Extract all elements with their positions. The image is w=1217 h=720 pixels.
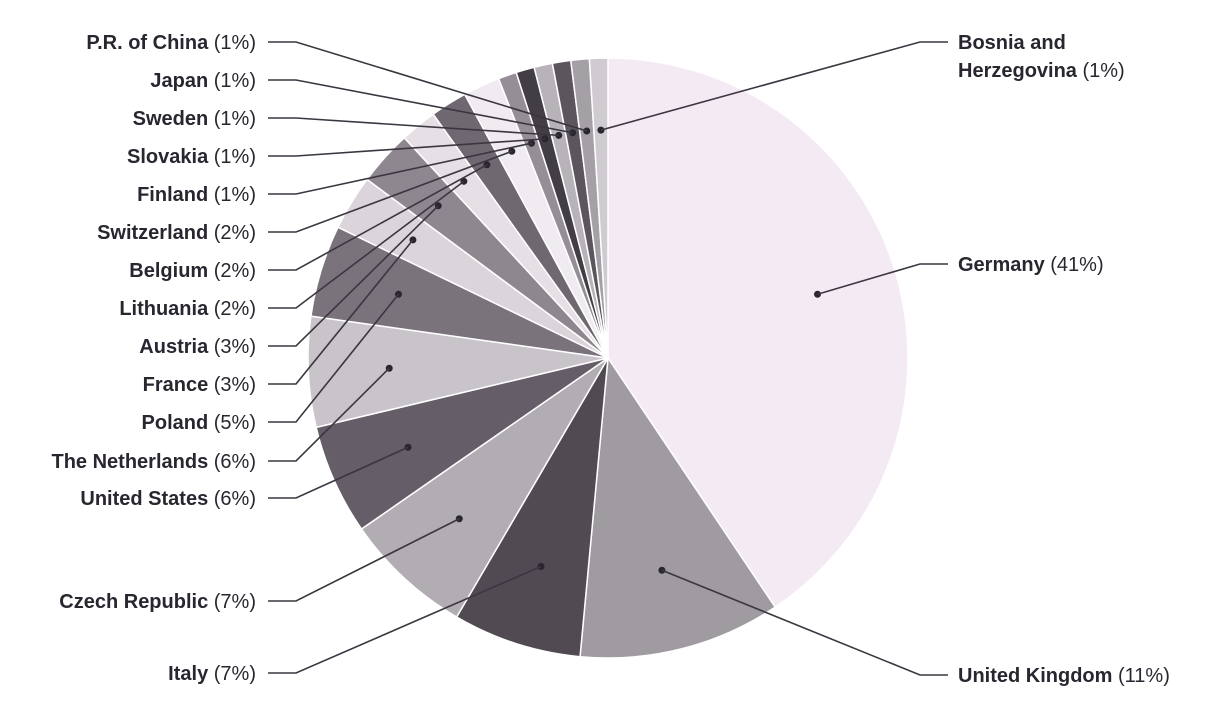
slice-label-bosnia-and-herzegovina: Bosnia and Herzegovina (1%) (958, 32, 1125, 82)
leader-line-france (268, 239, 414, 385)
slice-label-the-netherlands: The Netherlands (6%) (52, 451, 257, 473)
pie-slices (307, 57, 909, 659)
leader-line-switzerland (268, 150, 513, 233)
slice-label-belgium: Belgium (2%) (129, 260, 256, 282)
slice-united-kingdom (579, 355, 777, 659)
slice-label-japan: Japan (1%) (150, 70, 256, 92)
slice-label-slovakia: Slovakia (1%) (127, 146, 256, 168)
slice-label-poland: Poland (5%) (142, 412, 256, 434)
slice-czech-republic (360, 357, 609, 619)
leader-line-germany (817, 263, 948, 295)
leader-line-united-kingdom (661, 569, 948, 676)
leader-line-finland (268, 142, 532, 195)
slice-label-austria: Austria (3%) (139, 336, 256, 358)
leader-line-austria (268, 205, 439, 347)
leader-line-the-netherlands (268, 367, 390, 462)
leader-line-poland (268, 293, 400, 423)
slice-label-p-r-of-china: P.R. of China (1%) (86, 32, 256, 54)
slice-label-czech-republic: Czech Republic (7%) (59, 591, 256, 613)
leader-line-sweden (268, 117, 559, 137)
slice-label-finland: Finland (1%) (137, 184, 256, 206)
leader-dot-switzerland (508, 147, 516, 155)
slice-labels: Germany (41%) United Kingdom (11%) Italy (… (52, 32, 1170, 687)
slice-label-united-kingdom: United Kingdom (11%) (958, 665, 1170, 687)
leader-line-p-r-of-china (268, 41, 587, 132)
slice-label-united-states: United States (6%) (80, 488, 256, 510)
leader-line-lithuania (268, 180, 465, 309)
slice-label-germany: Germany (41%) (958, 254, 1104, 276)
leader-line-slovakia (268, 138, 546, 157)
leader-line-italy (268, 565, 542, 674)
leader-line-japan (268, 79, 573, 134)
leader-line-united-states (268, 446, 409, 499)
leader-lines (268, 41, 948, 676)
leader-line-czech-republic (268, 518, 460, 602)
slice-italy (455, 357, 609, 658)
slice-label-france: France (3%) (143, 374, 256, 396)
slice-bosnia-and-herzegovina (588, 57, 609, 359)
leader-line-bosnia-and-herzegovina (600, 41, 948, 131)
slice-label-lithuania: Lithuania (2%) (119, 298, 256, 320)
slice-label-italy: Italy (7%) (168, 663, 256, 685)
leader-line-belgium (268, 164, 488, 271)
slice-label-switzerland: Switzerland (2%) (97, 222, 256, 244)
slice-label-sweden: Sweden (1%) (133, 108, 256, 130)
